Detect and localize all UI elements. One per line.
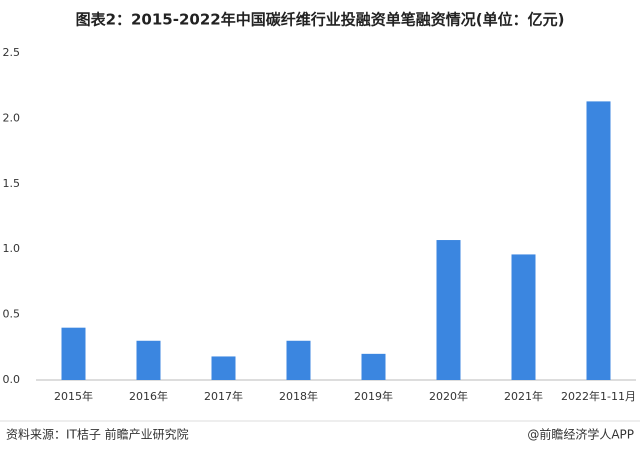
source: 资料来源：IT桔子 前瞻产业研究院 bbox=[6, 427, 189, 442]
bar bbox=[211, 356, 236, 380]
bar bbox=[586, 101, 611, 381]
bar bbox=[436, 240, 461, 380]
chart-title: 图表2：2015-2022年中国碳纤维行业投融资单笔融资情况(单位：亿元) bbox=[76, 11, 565, 29]
x-tick-label: 2021年 bbox=[504, 389, 543, 403]
x-tick-label: 2018年 bbox=[279, 389, 318, 403]
y-tick-label: 0.5 bbox=[3, 308, 21, 321]
x-tick-label: 2017年 bbox=[204, 389, 243, 403]
x-tick-label: 2019年 bbox=[354, 389, 393, 403]
bar bbox=[511, 254, 536, 380]
credit: @前瞻经济学人APP bbox=[527, 427, 634, 442]
x-tick-label: 2016年 bbox=[129, 389, 168, 403]
y-tick-label: 2.0 bbox=[3, 111, 21, 124]
bar bbox=[286, 340, 311, 380]
x-tick-label: 2020年 bbox=[429, 389, 468, 403]
bar bbox=[61, 327, 86, 380]
y-tick-label: 0.0 bbox=[3, 373, 21, 386]
bar bbox=[361, 353, 386, 380]
x-tick-label: 2015年 bbox=[54, 389, 93, 403]
y-tick-label: 1.0 bbox=[3, 242, 21, 255]
y-tick-label: 2.5 bbox=[3, 46, 21, 59]
x-tick-label: 2022年1-11月 bbox=[561, 389, 636, 403]
bar bbox=[136, 340, 161, 380]
y-tick-label: 1.5 bbox=[3, 177, 21, 190]
